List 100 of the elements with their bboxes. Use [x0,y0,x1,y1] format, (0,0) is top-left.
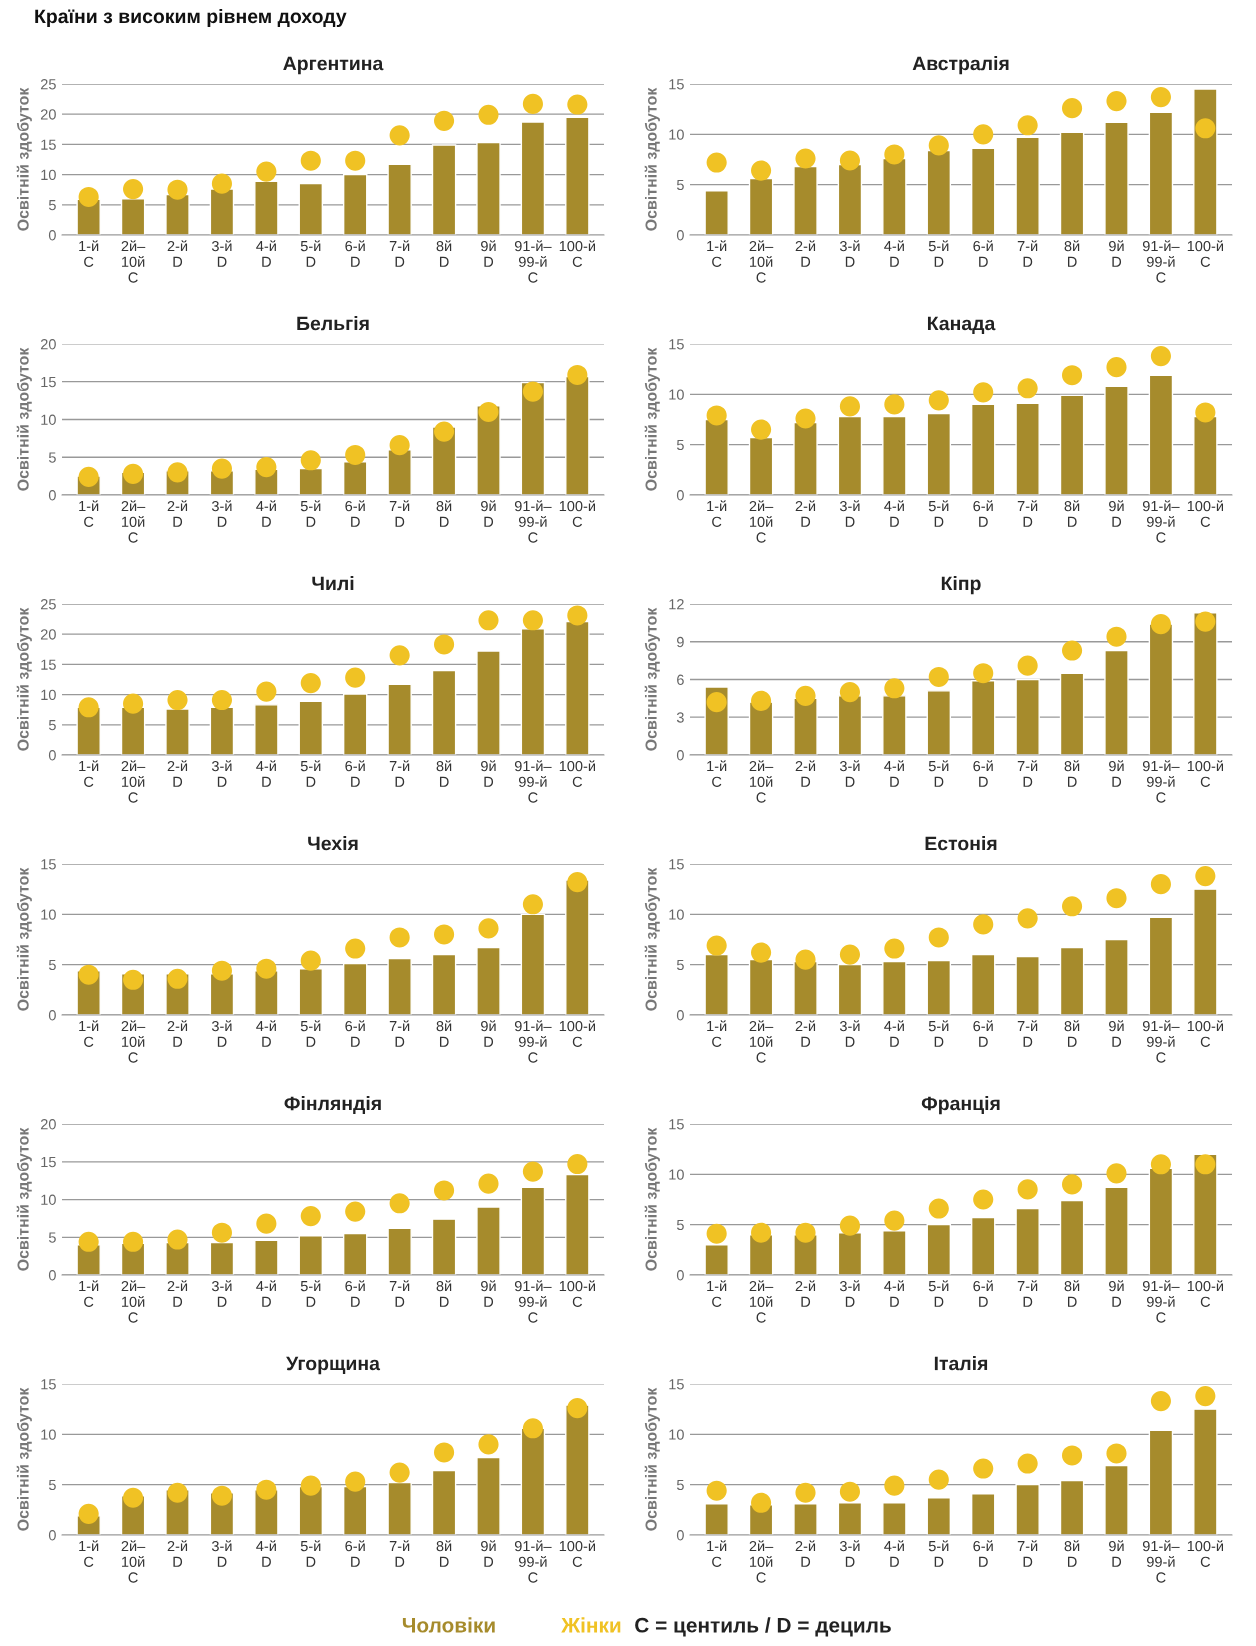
point [1195,402,1216,423]
y-tick-label: 5 [676,439,684,451]
point [478,1434,499,1455]
y-axis-title: Освітній здобуток [16,87,32,231]
text: C = центиль / D = дециль [635,1617,891,1637]
y-tick-label: 0 [48,1010,56,1021]
y-tick-label: 0 [676,1010,684,1021]
x-tick-label: 100-й C [1187,240,1223,267]
x-tick-label: 2й– 10й C [749,1280,774,1323]
bar [970,1493,996,1535]
point [345,444,366,466]
bar [970,953,996,1015]
bar [1059,946,1085,1015]
x-tick-label: 2й– 10й C [749,760,774,803]
y-axis-title: Освітній здобуток [644,347,660,491]
chart-title: Естонія [925,836,997,851]
x-tick-label: 2-й D [795,500,816,527]
bar [165,708,190,755]
point [1017,1453,1038,1474]
point [1062,1445,1083,1466]
point [839,1481,860,1502]
point [434,421,455,442]
x-tick-label: 100-й C [1187,760,1223,787]
x-tick-label: 1-й C [707,1020,727,1047]
chart-title: Кіпр [941,576,981,595]
chart-title: Бельгія [297,316,369,331]
bar [342,461,368,495]
bar [387,1227,412,1275]
point [345,1471,366,1492]
bar [387,957,412,1015]
point [389,1462,410,1483]
x-tick-label: 6-й D [973,240,993,267]
bar [298,467,324,495]
point [884,1210,905,1231]
point [389,125,410,146]
point [1062,1174,1083,1195]
bar [837,1502,863,1535]
bar [882,415,907,495]
x-tick-label: 3-й D [211,1280,232,1307]
x-tick-label: 9й D [481,1540,496,1567]
bar [882,157,907,235]
point [522,1161,543,1182]
point [751,690,772,711]
x-tick-label: 4-й D [884,240,904,267]
x-tick-label: 4-й D [884,1020,904,1047]
y-tick-label: 10 [669,1169,684,1180]
x-tick-label: 2-й D [167,1280,188,1307]
bar [926,1497,952,1535]
x-tick-label: 1-й C [79,500,99,527]
y-tick-label: 15 [669,79,684,90]
point [522,1418,543,1439]
point [1195,611,1216,632]
bar [431,1218,457,1275]
bar [342,173,368,235]
x-tick-label: 100-й C [1187,1540,1223,1567]
y-tick-label: 6 [677,674,684,685]
y-tick-label: 5 [48,452,56,463]
x-tick-label: 2-й D [167,240,188,267]
chart-title: Фінляндія [284,1096,381,1114]
x-tick-label: 9й D [1109,500,1124,527]
y-axis-title: Освітній здобуток [644,607,660,751]
text: Чоловіки [402,1617,495,1633]
point [884,1475,905,1496]
bar [970,680,996,755]
point [522,93,543,114]
point [1106,1163,1127,1184]
x-tick-label: 7-й D [389,1020,410,1047]
bar [1104,649,1129,755]
bar [1104,1464,1129,1535]
y-tick-label: 9 [677,636,684,648]
point [1017,908,1038,929]
bar [926,1223,952,1275]
x-tick-label: 2й– 10й C [749,500,774,543]
point [300,1475,321,1496]
x-tick-label: 3-й D [211,1540,232,1567]
x-tick-label: 2-й D [167,1020,188,1047]
point [211,1222,232,1243]
bar [837,415,863,495]
bar [565,1404,590,1535]
point [928,927,949,948]
text: Жінки [561,1617,621,1633]
y-tick-label: 0 [676,750,684,761]
bar [254,1239,279,1275]
x-tick-label: 7-й D [389,500,410,527]
bar [1059,1199,1085,1275]
point [389,435,410,456]
x-tick-label: 5-й D [928,760,949,787]
bar [342,1485,368,1535]
point [256,1479,277,1500]
point [1062,896,1083,917]
x-tick-label: 1-й C [707,500,727,527]
x-tick-label: 8й D [1064,1540,1080,1567]
point [928,1469,949,1490]
x-tick-label: 100-й C [559,1540,595,1567]
point [1106,888,1127,909]
bar [476,1456,501,1535]
x-tick-label: 2-й D [795,240,816,267]
x-tick-label: 5-й D [928,1020,949,1047]
x-tick-label: 2-й D [795,1280,816,1307]
y-tick-label: 0 [676,230,684,241]
